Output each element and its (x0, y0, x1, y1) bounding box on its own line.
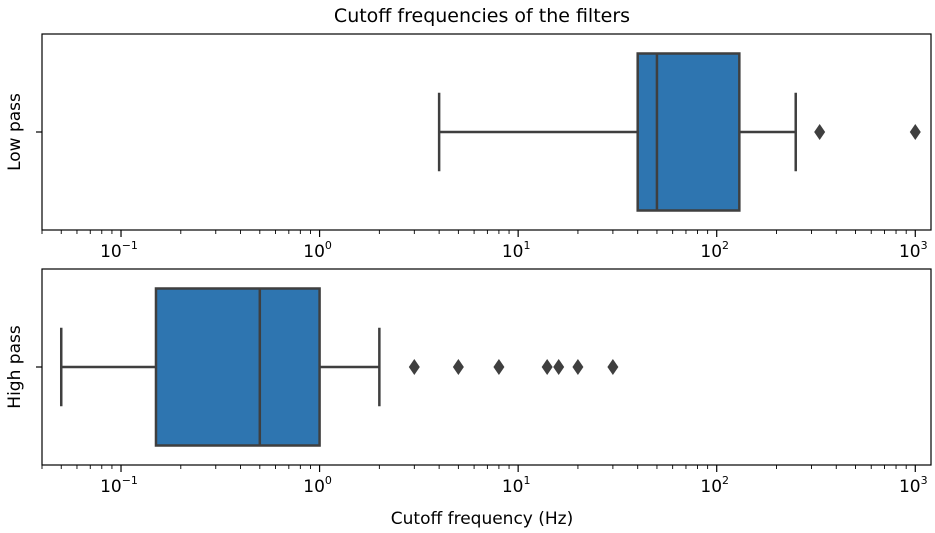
x-tick-label: 101 (502, 239, 531, 262)
x-tick-label: 102 (700, 239, 729, 262)
outlier-point (408, 359, 420, 375)
panel-low-pass: Low pass 10−1 100 101 102 103 (5, 33, 932, 262)
x-tick-label: 10−1 (100, 239, 138, 262)
outlier-point (607, 359, 619, 375)
outlier-point (541, 359, 553, 375)
marks-high-pass (59, 287, 619, 447)
iqr-box (636, 52, 741, 212)
iqr-box (154, 287, 321, 447)
outlier-point (572, 359, 584, 375)
x-tick-label: 102 (700, 474, 729, 497)
outlier-point (814, 124, 826, 140)
outlier-point (553, 359, 565, 375)
x-tick-label: 10−1 (100, 474, 138, 497)
outlier-point (452, 359, 464, 375)
marks-low-pass (437, 52, 921, 212)
ylabel-high-pass: High pass (5, 325, 25, 409)
x-tick-label: 103 (899, 239, 928, 262)
outlier-point (909, 124, 921, 140)
chart-title: Cutoff frequencies of the filters (334, 5, 630, 27)
x-tick-label: 100 (303, 239, 332, 262)
x-tick-label: 103 (899, 474, 928, 497)
x-ticks-low-pass: 10−1 100 101 102 103 (41, 230, 928, 262)
x-tick-label: 100 (303, 474, 332, 497)
x-ticks-high-pass: 10−1 100 101 102 103 (41, 465, 928, 497)
ylabel-low-pass: Low pass (5, 93, 25, 171)
panel-high-pass: High pass 10−1 100 101 102 103 (5, 268, 932, 497)
x-axis-label: Cutoff frequency (Hz) (391, 509, 573, 529)
outlier-point (493, 359, 505, 375)
x-tick-label: 101 (502, 474, 531, 497)
